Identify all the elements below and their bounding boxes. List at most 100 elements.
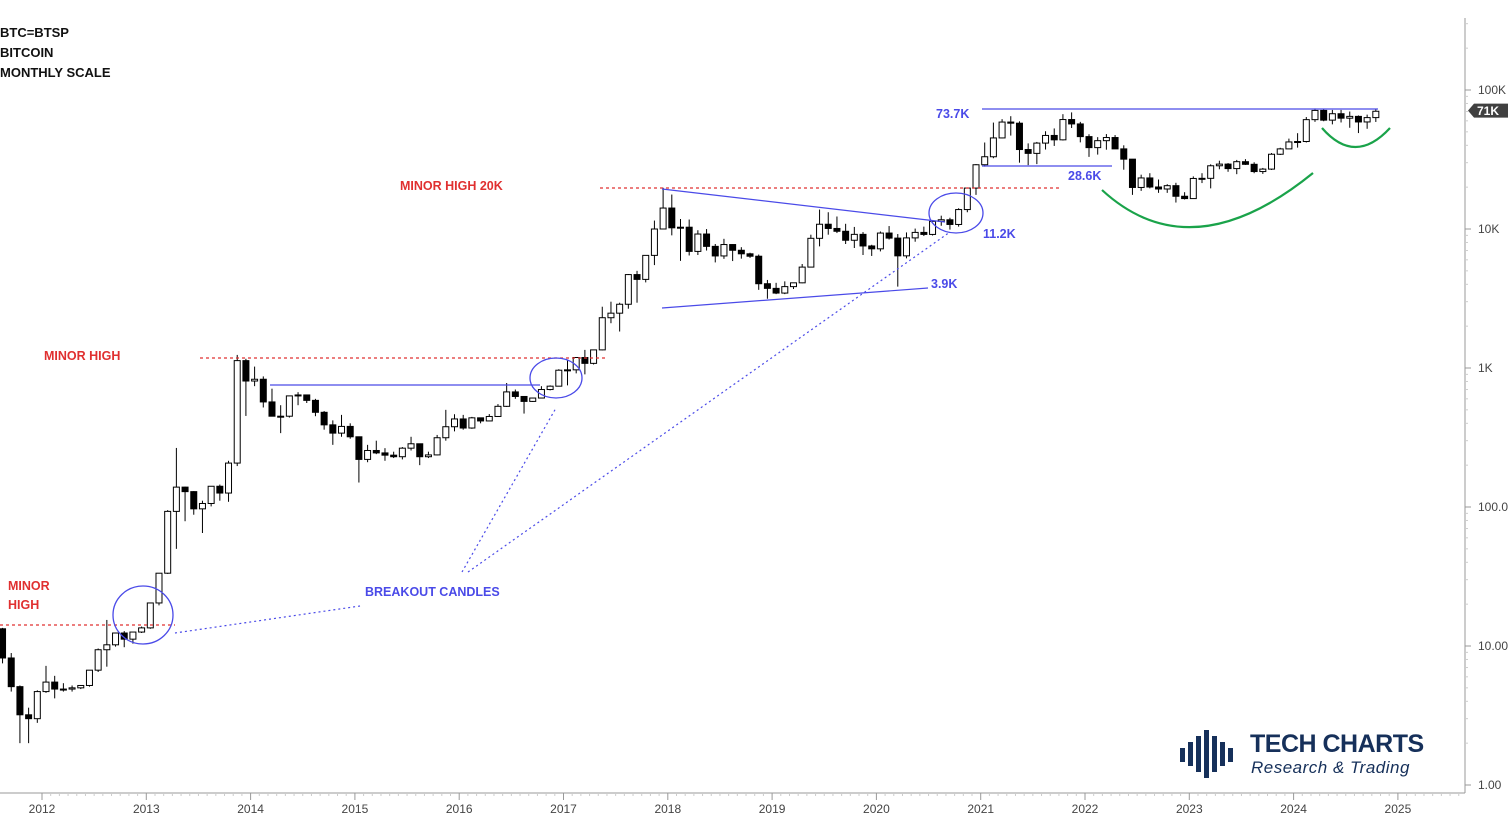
candle-body xyxy=(468,417,476,429)
candle-body xyxy=(564,369,571,372)
candle xyxy=(650,220,658,266)
candle-body xyxy=(138,627,146,633)
candle-body xyxy=(659,207,667,230)
candle-body xyxy=(1007,121,1015,124)
candle xyxy=(164,510,172,574)
candle xyxy=(694,230,702,256)
candle xyxy=(564,359,571,386)
candle-body xyxy=(494,405,502,417)
candle-body xyxy=(1102,137,1110,142)
candle-body xyxy=(1120,148,1128,160)
candle-body xyxy=(433,437,441,456)
candle-body xyxy=(372,449,380,454)
candle-body xyxy=(1224,163,1232,170)
scale-label: MONTHLY SCALE xyxy=(0,65,111,80)
triangle-lower-line xyxy=(661,287,929,309)
candle xyxy=(1007,116,1015,136)
candle xyxy=(311,398,319,417)
x-tick-label: 2014 xyxy=(237,802,264,816)
candle xyxy=(833,216,841,234)
minor-high-20k-label: MINOR HIGH 20K xyxy=(400,179,503,193)
candle-body xyxy=(164,510,172,574)
x-tick-label: 2025 xyxy=(1385,802,1412,816)
breakout-circle xyxy=(529,357,583,399)
candle-body xyxy=(442,426,450,439)
candle xyxy=(1241,159,1249,165)
candle-body xyxy=(1189,177,1197,200)
candle xyxy=(1068,112,1076,128)
candle xyxy=(598,306,606,351)
candle xyxy=(494,404,502,417)
candle xyxy=(1276,147,1284,155)
candle-body xyxy=(1163,185,1171,190)
candle-body xyxy=(1285,141,1293,150)
y-tick-label: 100.0 xyxy=(1478,500,1508,514)
candle xyxy=(1328,109,1336,125)
candle-body xyxy=(737,249,745,255)
candle-body xyxy=(207,485,215,504)
candle xyxy=(355,436,363,483)
candle-body xyxy=(920,231,928,235)
candle-body xyxy=(998,121,1006,139)
candle-body xyxy=(0,628,7,659)
candle-body xyxy=(59,688,67,691)
level-73-7k-label: 73.7K xyxy=(936,107,969,121)
candle-body xyxy=(155,572,163,604)
candle-body xyxy=(51,681,59,690)
candle xyxy=(68,685,76,692)
candle-body xyxy=(529,397,537,402)
candle xyxy=(364,444,372,463)
candle-body xyxy=(398,447,406,458)
candle xyxy=(407,436,415,451)
logo-subtitle: Research & Trading xyxy=(1251,758,1410,777)
candle xyxy=(963,187,971,213)
candle-body xyxy=(668,207,676,229)
candle xyxy=(51,675,59,699)
candle xyxy=(972,164,980,195)
candle xyxy=(868,244,876,256)
candle xyxy=(33,690,41,723)
candle xyxy=(885,226,893,240)
candle xyxy=(720,238,728,259)
candle-body xyxy=(720,244,728,257)
candle-body xyxy=(1294,141,1302,144)
candle-body xyxy=(1015,122,1023,151)
candle xyxy=(1302,117,1310,143)
tech-charts-logo: TECH CHARTS Research & Trading xyxy=(1178,728,1428,780)
x-tick-label: 2013 xyxy=(133,802,160,816)
candle xyxy=(320,411,328,430)
candle-body xyxy=(650,228,658,256)
candle xyxy=(416,443,424,466)
candle-body xyxy=(763,283,771,289)
candle-body xyxy=(181,486,189,493)
candle xyxy=(1120,145,1128,170)
candle xyxy=(172,447,180,549)
candle xyxy=(511,389,519,399)
candle-body xyxy=(33,691,41,720)
minor-high-label: MINOR xyxy=(8,579,50,593)
x-tick-label: 2023 xyxy=(1176,802,1203,816)
name-label: BITCOIN xyxy=(0,45,54,60)
candle xyxy=(138,626,146,634)
candle xyxy=(772,282,780,295)
candle-body xyxy=(68,687,76,690)
candle-body xyxy=(485,415,493,422)
candle xyxy=(1363,114,1371,129)
candle-body xyxy=(1094,140,1102,149)
candle-body xyxy=(25,714,33,720)
candle xyxy=(1102,134,1110,150)
candle-body xyxy=(1181,195,1189,200)
candle xyxy=(1172,182,1180,203)
candle-body xyxy=(1302,119,1310,143)
candle xyxy=(616,302,624,332)
x-tick-label: 2017 xyxy=(550,802,577,816)
candle xyxy=(259,376,267,408)
candle-body xyxy=(303,394,311,401)
candle-body xyxy=(407,443,415,449)
candle xyxy=(433,434,441,456)
candle xyxy=(459,414,467,430)
candle xyxy=(1268,153,1276,170)
candle-body xyxy=(503,391,511,407)
candle-body xyxy=(537,389,545,399)
candle xyxy=(1085,134,1093,157)
